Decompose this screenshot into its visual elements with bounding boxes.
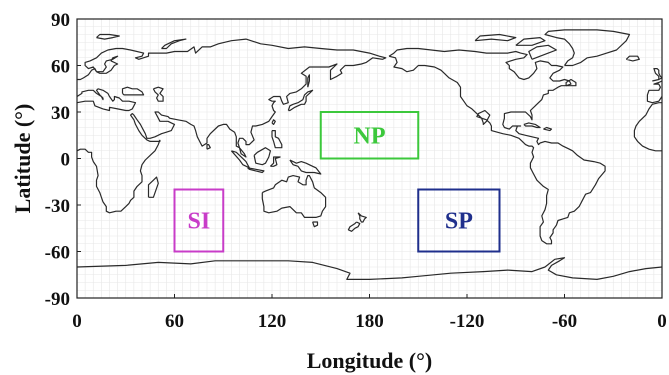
coast-taiwan (271, 119, 276, 126)
coast-newfoundland (565, 78, 577, 87)
coast-java (247, 167, 265, 174)
plot-area: NP SI SP (76, 18, 663, 299)
x-tick-label: 0 (72, 311, 82, 332)
coast-greenland (544, 29, 631, 67)
coast-eurasia (77, 38, 387, 158)
region-label-np: NP (354, 123, 386, 149)
y-tick-label: 30 (51, 103, 70, 124)
region-label-si: SI (188, 209, 211, 235)
coast-australia (261, 175, 327, 218)
y-tick-label: 0 (61, 150, 71, 171)
x-tick-label: 120 (258, 311, 287, 332)
y-axis-ticks: 90 60 30 0 -30 -60 -90 (45, 10, 81, 310)
x-tick-label: 180 (355, 311, 384, 332)
coast-cuba (523, 122, 541, 129)
coast-black-sea (121, 86, 145, 96)
coast-iberia (646, 80, 663, 104)
coast-africa (76, 139, 161, 214)
coast-philippines (271, 130, 283, 149)
x-tick-label: -60 (552, 311, 577, 332)
coast-sri-lanka (206, 144, 211, 150)
coast-new-guinea (289, 159, 322, 175)
y-tick-label: -90 (45, 289, 70, 310)
x-tick-label: 60 (165, 311, 184, 332)
coast-hispaniola (543, 126, 553, 132)
coast-antarctica (76, 257, 663, 280)
coast-caspian (152, 86, 164, 102)
coast-svalbard (96, 33, 120, 40)
grid-lines (77, 19, 662, 298)
region-box-np (319, 111, 420, 160)
coast-sulawesi (269, 156, 281, 167)
region-box-sp (417, 188, 501, 253)
coast-sakhalin (307, 74, 310, 88)
y-tick-label: 90 (51, 10, 70, 31)
coast-nz-north (357, 212, 367, 223)
coast-med-east (76, 88, 137, 112)
coastlines (76, 29, 663, 280)
coast-novaya-zemlya (161, 38, 187, 50)
y-tick-label: 60 (51, 57, 70, 78)
y-tick-label: -30 (45, 196, 70, 217)
coast-arctic-islands-1 (474, 33, 517, 42)
x-axis-ticks: 0 60 120 180 -120 -60 0 (72, 294, 667, 332)
coast-iceland (625, 55, 640, 62)
y-axis-title: Latitude (°) (10, 104, 35, 214)
region-box-si (173, 188, 225, 253)
coast-baffin (528, 44, 558, 60)
coast-west-africa-wrap (633, 102, 662, 152)
coast-madagascar (147, 176, 159, 198)
x-axis-title: Longitude (°) (307, 348, 433, 373)
coast-americas (388, 47, 606, 245)
coast-arctic-islands-2 (515, 36, 546, 46)
coast-nz-south (347, 221, 361, 232)
coast-japan (287, 89, 314, 112)
x-tick-label: 0 (657, 311, 667, 332)
region-boxes: NP SI SP (173, 111, 501, 253)
x-tick-label: -120 (450, 311, 485, 332)
y-tick-label: -60 (45, 243, 70, 264)
region-label-sp: SP (445, 209, 473, 235)
coast-borneo (253, 147, 271, 166)
coast-tasmania (312, 221, 319, 228)
